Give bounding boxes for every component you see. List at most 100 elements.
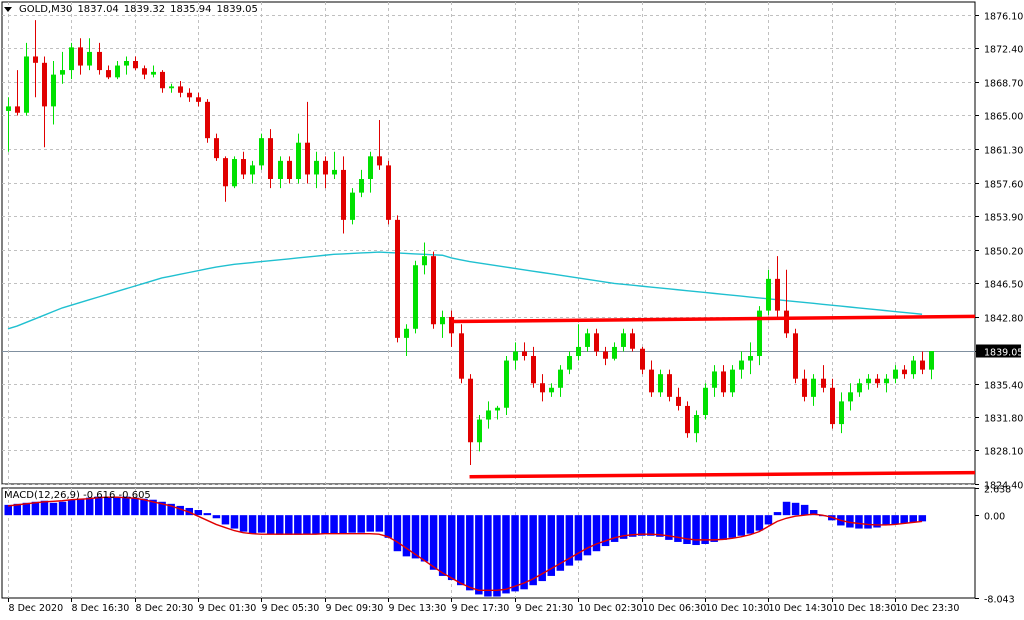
- macd-bar: [520, 515, 528, 590]
- macd-bar: [239, 515, 248, 532]
- candle-bear: [431, 256, 436, 325]
- candle-bear: [196, 97, 201, 102]
- chart-title: GOLD,M30 1837.04 1839.32 1835.94 1839.05: [4, 4, 258, 15]
- x-tick-label: 10 Dec 18:30: [833, 603, 897, 614]
- candle-bear: [793, 333, 798, 379]
- macd-frame: [1, 487, 976, 599]
- candle-bear: [920, 360, 925, 370]
- x-tick-label: 10 Dec 14:30: [769, 603, 833, 614]
- candle-bull: [332, 169, 337, 175]
- macd-bar: [809, 510, 818, 516]
- macd-bar: [457, 515, 465, 586]
- macd-bar: [556, 515, 565, 571]
- candle-bull: [169, 86, 174, 89]
- candle-bear: [802, 378, 807, 397]
- macd-bar: [402, 515, 411, 557]
- macd-bar: [203, 513, 212, 516]
- candle-bear: [821, 378, 826, 388]
- macd-bar: [303, 515, 311, 534]
- candle-bear: [214, 138, 219, 159]
- macd-label: MACD(12,26,9): [4, 490, 80, 501]
- x-tick-label: 10 Dec 06:30: [643, 603, 707, 614]
- candle-bull: [350, 192, 355, 220]
- candle-bull: [440, 316, 445, 325]
- candle-bear: [377, 156, 382, 166]
- macd-bar: [782, 501, 791, 516]
- macd-bar: [58, 501, 67, 516]
- candle-bear: [205, 101, 210, 139]
- candle-bull: [115, 65, 120, 78]
- dropdown-triangle-icon[interactable]: [4, 7, 12, 12]
- macd-bar: [357, 515, 365, 533]
- macd-bar: [701, 515, 709, 545]
- candle-bear: [630, 333, 635, 349]
- y-tick-label: 1872.40: [984, 45, 1023, 56]
- macd-bar: [49, 502, 58, 516]
- candle-bear: [449, 316, 454, 334]
- y-tick-label: 1842.80: [984, 314, 1023, 325]
- macd-bar: [674, 515, 682, 542]
- candle-bull: [477, 419, 482, 443]
- candle-bear: [305, 142, 310, 175]
- macd-title: MACD(12,26,9) -0.616 -0.605: [4, 490, 151, 501]
- candle-bear: [133, 61, 138, 69]
- candle-bull: [558, 369, 563, 388]
- macd-bar: [647, 515, 655, 536]
- macd-bar: [248, 515, 257, 534]
- candle-bear: [241, 159, 246, 175]
- current-price-label: 1839.05: [984, 348, 1023, 359]
- macd-bar: [565, 515, 574, 566]
- macd-y-tick-label: 0.00: [984, 512, 1005, 523]
- macd-bar: [746, 515, 755, 534]
- candle-bear: [594, 333, 599, 352]
- macd-bar: [95, 496, 103, 516]
- macd-bar: [348, 515, 356, 533]
- candle-bull: [866, 378, 871, 384]
- macd-bar: [909, 515, 917, 523]
- x-tick-label: 9 Dec 17:30: [452, 603, 510, 614]
- candle-bull: [486, 410, 491, 420]
- y-tick-label: 1857.60: [984, 180, 1023, 191]
- y-tick-label: 1876.10: [984, 12, 1023, 23]
- candle-bull: [151, 71, 156, 75]
- macd-bar: [158, 501, 166, 516]
- macd-bar: [294, 515, 302, 535]
- candle-bear: [178, 86, 183, 93]
- x-tick-label: 9 Dec 13:30: [389, 603, 447, 614]
- candle-bull: [404, 328, 409, 338]
- close-value: 1839.05: [216, 4, 258, 15]
- candle-bull: [124, 61, 129, 66]
- macd-bar: [330, 515, 338, 534]
- trend-lines: [451, 314, 976, 479]
- macd-bar: [466, 515, 474, 591]
- macd-bar: [601, 515, 610, 547]
- candle-bear: [187, 92, 192, 98]
- y-tick-label: 1846.50: [984, 280, 1023, 291]
- candle-bear: [42, 62, 47, 107]
- candle-bull: [232, 159, 237, 187]
- macd-bar: [194, 510, 203, 516]
- macd-bar: [447, 515, 456, 581]
- macd-bar: [339, 515, 347, 534]
- candle-bull: [513, 351, 518, 361]
- candle-bear: [142, 68, 147, 75]
- macd-bar: [312, 515, 320, 534]
- low-value: 1835.94: [170, 4, 212, 15]
- macd-bar: [574, 515, 583, 561]
- macd-bar: [538, 515, 546, 582]
- candle-bull: [576, 346, 581, 357]
- candle-bear: [341, 169, 346, 220]
- macd-bar: [429, 515, 438, 570]
- candle-bear: [323, 160, 328, 175]
- macd-bar: [230, 515, 239, 529]
- candle-bull: [694, 415, 699, 434]
- candle-bear: [106, 70, 111, 78]
- candle-bear: [676, 396, 681, 406]
- candle-bear: [775, 278, 780, 311]
- candle-bull: [929, 351, 934, 370]
- candle-bull: [359, 179, 364, 193]
- macd-bar: [276, 515, 284, 535]
- macd-bar: [149, 499, 157, 516]
- candle-bull: [6, 106, 11, 111]
